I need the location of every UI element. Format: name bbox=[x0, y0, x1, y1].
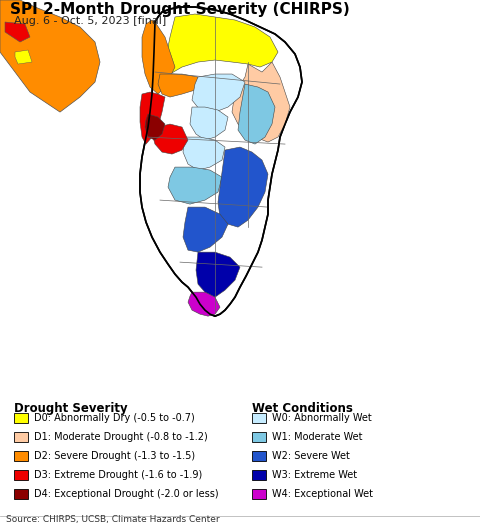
Polygon shape bbox=[158, 74, 198, 97]
Polygon shape bbox=[218, 147, 268, 227]
Text: W0: Abnormally Wet: W0: Abnormally Wet bbox=[272, 413, 372, 423]
Polygon shape bbox=[190, 107, 228, 140]
FancyBboxPatch shape bbox=[14, 413, 28, 423]
Polygon shape bbox=[142, 20, 175, 94]
Polygon shape bbox=[232, 62, 290, 142]
Text: W4: Exceptional Wet: W4: Exceptional Wet bbox=[272, 489, 373, 499]
Text: W2: Severe Wet: W2: Severe Wet bbox=[272, 451, 350, 461]
Text: D4: Exceptional Drought (-2.0 or less): D4: Exceptional Drought (-2.0 or less) bbox=[34, 489, 218, 499]
Polygon shape bbox=[152, 124, 188, 154]
Polygon shape bbox=[145, 114, 165, 140]
Text: Wet Conditions: Wet Conditions bbox=[252, 402, 353, 415]
Polygon shape bbox=[188, 292, 220, 316]
FancyBboxPatch shape bbox=[252, 413, 266, 423]
FancyBboxPatch shape bbox=[252, 489, 266, 499]
Text: Source: CHIRPS, UCSB, Climate Hazards Center: Source: CHIRPS, UCSB, Climate Hazards Ce… bbox=[6, 515, 220, 524]
Polygon shape bbox=[183, 137, 225, 170]
Text: D1: Moderate Drought (-0.8 to -1.2): D1: Moderate Drought (-0.8 to -1.2) bbox=[34, 432, 208, 442]
Text: D2: Severe Drought (-1.3 to -1.5): D2: Severe Drought (-1.3 to -1.5) bbox=[34, 451, 195, 461]
Text: D0: Abnormally Dry (-0.5 to -0.7): D0: Abnormally Dry (-0.5 to -0.7) bbox=[34, 413, 195, 423]
Text: Drought Severity: Drought Severity bbox=[14, 402, 128, 415]
FancyBboxPatch shape bbox=[14, 432, 28, 442]
FancyBboxPatch shape bbox=[14, 489, 28, 499]
Polygon shape bbox=[0, 0, 100, 112]
Polygon shape bbox=[183, 207, 228, 252]
Text: Aug. 6 - Oct. 5, 2023 [final]: Aug. 6 - Oct. 5, 2023 [final] bbox=[14, 16, 167, 26]
Text: SPI 2-Month Drought Severity (CHIRPS): SPI 2-Month Drought Severity (CHIRPS) bbox=[10, 2, 349, 16]
Polygon shape bbox=[168, 167, 222, 204]
Polygon shape bbox=[5, 22, 30, 42]
Text: D3: Extreme Drought (-1.6 to -1.9): D3: Extreme Drought (-1.6 to -1.9) bbox=[34, 470, 202, 480]
Polygon shape bbox=[165, 14, 278, 74]
Polygon shape bbox=[140, 92, 165, 144]
FancyBboxPatch shape bbox=[252, 470, 266, 480]
Polygon shape bbox=[192, 74, 245, 112]
FancyBboxPatch shape bbox=[14, 451, 28, 461]
FancyBboxPatch shape bbox=[252, 451, 266, 461]
Text: W1: Moderate Wet: W1: Moderate Wet bbox=[272, 432, 362, 442]
Polygon shape bbox=[140, 7, 302, 316]
Polygon shape bbox=[15, 50, 32, 64]
FancyBboxPatch shape bbox=[14, 470, 28, 480]
FancyBboxPatch shape bbox=[252, 432, 266, 442]
Polygon shape bbox=[238, 84, 275, 144]
Polygon shape bbox=[196, 252, 240, 297]
Text: W3: Extreme Wet: W3: Extreme Wet bbox=[272, 470, 357, 480]
